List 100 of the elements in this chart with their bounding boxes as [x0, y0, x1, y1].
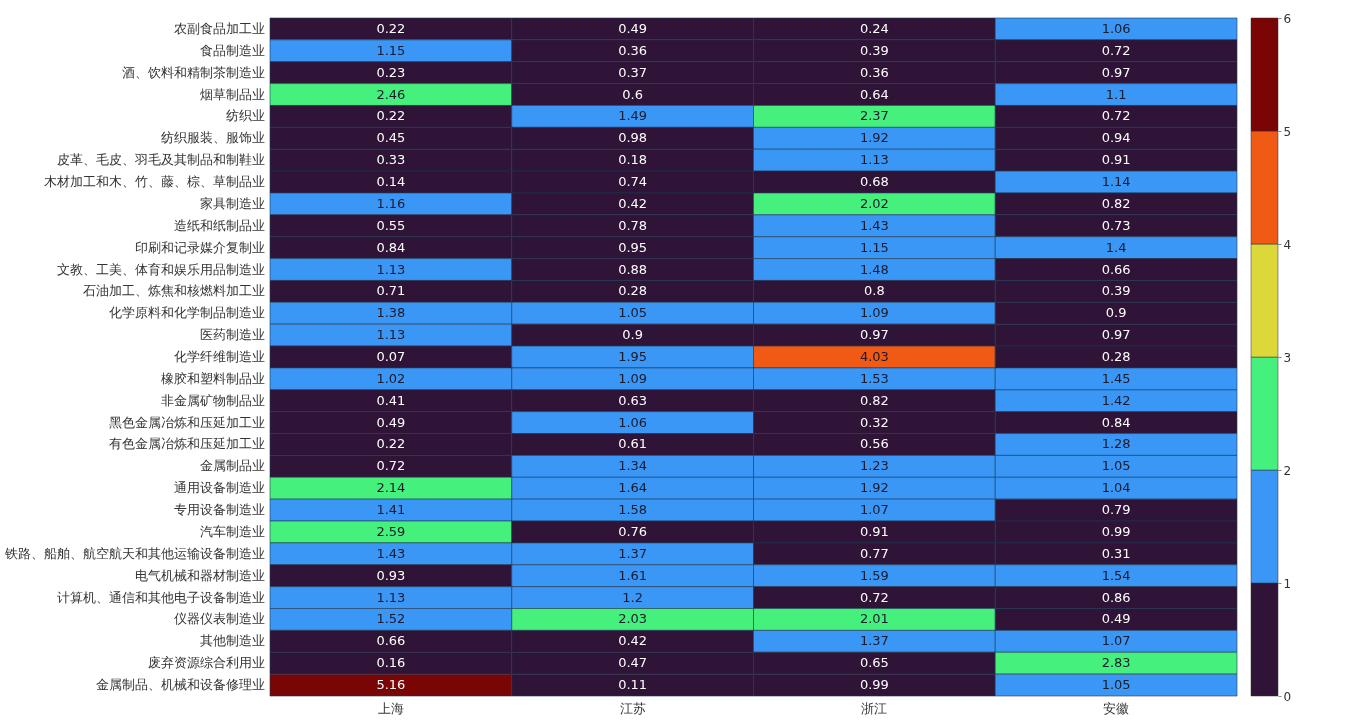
data-label: 0.86	[1101, 589, 1131, 605]
data-label: 0.47	[618, 655, 648, 671]
data-label: 0.49	[376, 414, 406, 430]
y-tick-label: 烟草制品业	[199, 86, 265, 102]
data-label: 0.72	[859, 589, 889, 605]
color-bar-label: 1	[1283, 576, 1292, 591]
x-tick-label: 安徽	[1103, 700, 1130, 716]
data-label: 1.13	[859, 152, 889, 168]
y-tick-label: 通用设备制造业	[173, 480, 265, 496]
data-label: 0.79	[1101, 502, 1131, 518]
data-label: 1.13	[376, 261, 406, 277]
y-tick-label: 其他制造业	[199, 633, 265, 649]
y-tick-label: 皮革、毛皮、羽毛及其制品和制鞋业	[56, 152, 265, 168]
data-label: 1.05	[1101, 677, 1131, 693]
data-label: 1.95	[618, 349, 648, 364]
data-label: 0.18	[618, 152, 648, 168]
y-tick-label: 废弃资源综合利用业	[147, 655, 265, 671]
data-label: 1.38	[376, 305, 406, 321]
data-label: 0.9	[1105, 305, 1127, 321]
color-bar-label: 6	[1283, 11, 1292, 26]
data-label: 1.05	[618, 305, 648, 321]
data-label: 1.42	[1101, 392, 1131, 408]
color-bar-label: 3	[1283, 350, 1292, 365]
data-label: 0.37	[618, 64, 648, 80]
data-label: 0.97	[1101, 327, 1131, 343]
data-label: 1.1	[1105, 86, 1127, 102]
data-label: 0.28	[1101, 349, 1131, 364]
data-label: 1.34	[618, 458, 648, 474]
data-label: 1.13	[376, 327, 406, 343]
data-label: 0.91	[859, 523, 889, 539]
y-tick-label: 电气机械和器材制造业	[134, 567, 265, 583]
data-label: 1.45	[1101, 370, 1131, 386]
data-label: 1.48	[859, 261, 889, 277]
y-tick-label: 汽车制造业	[199, 523, 265, 539]
data-label: 0.72	[376, 458, 406, 474]
data-label: 0.41	[376, 392, 406, 408]
data-label: 0.77	[859, 545, 889, 561]
data-label: 1.61	[618, 567, 648, 583]
color-bar-label: 0	[1283, 689, 1292, 704]
data-label: 0.49	[618, 20, 648, 36]
data-label: 2.46	[376, 86, 406, 102]
y-tick-label: 木材加工和木、竹、藤、棕、草制品业	[43, 174, 265, 190]
data-label: 0.36	[859, 64, 889, 80]
y-tick-label: 食品制造业	[199, 42, 265, 58]
y-tick-label: 农副食品加工业	[173, 20, 265, 36]
data-label: 0.33	[376, 152, 406, 168]
y-tick-label: 印刷和记录媒介复制业	[134, 239, 265, 255]
data-label: 5.16	[376, 677, 406, 693]
y-tick-label: 黑色金属冶炼和压延加工业	[108, 414, 265, 430]
data-label: 1.54	[1101, 567, 1131, 583]
data-label: 0.31	[1101, 545, 1131, 561]
y-tick-label: 家具制造业	[199, 195, 265, 211]
y-tick-label: 铁路、船舶、航空航天和其他运输设备制造业	[3, 545, 265, 561]
data-label: 1.2	[622, 589, 643, 605]
data-label: 1.06	[618, 414, 648, 430]
data-label: 0.66	[1101, 261, 1131, 277]
data-label: 0.6	[622, 86, 643, 102]
data-label: 0.65	[859, 655, 889, 671]
y-tick-label: 化学原料和化学制品制造业	[108, 305, 265, 321]
data-label: 1.53	[859, 370, 889, 386]
data-label: 0.84	[376, 239, 406, 255]
data-label: 0.97	[1101, 64, 1131, 80]
data-label: 0.36	[618, 42, 648, 58]
y-tick-label: 造纸和纸制品业	[173, 217, 265, 233]
color-bar-label: 4	[1283, 237, 1292, 252]
data-label: 1.64	[618, 480, 648, 496]
data-label: 0.97	[859, 327, 889, 343]
data-label: 1.41	[376, 502, 406, 518]
x-tick-label: 浙江	[861, 700, 888, 716]
y-tick-label: 非金属矿物制品业	[160, 392, 265, 408]
data-label: 0.63	[618, 392, 648, 408]
y-tick-label: 文教、工美、体育和娱乐用品制造业	[56, 261, 265, 277]
data-label: 0.42	[618, 195, 648, 211]
data-label: 1.07	[859, 502, 889, 518]
y-tick-label: 纺织业	[225, 108, 265, 124]
y-tick-label: 石油加工、炼焦和核燃料加工业	[82, 283, 265, 299]
data-label: 1.13	[376, 589, 406, 605]
data-label: 2.01	[859, 611, 889, 627]
data-label: 0.07	[376, 349, 406, 364]
data-label: 0.94	[1101, 130, 1131, 146]
data-label: 0.99	[859, 677, 889, 693]
data-label: 0.84	[1101, 414, 1131, 430]
data-label: 1.4	[1105, 239, 1127, 255]
data-label: 2.03	[618, 611, 648, 627]
data-label: 1.09	[859, 305, 889, 321]
data-label: 1.16	[376, 195, 406, 211]
data-label: 0.39	[859, 42, 889, 58]
x-tick-label: 江苏	[619, 700, 646, 716]
data-label: 0.78	[618, 217, 648, 233]
y-tick-label: 有色金属冶炼和压延加工业	[108, 436, 265, 452]
data-label: 0.42	[618, 633, 648, 649]
data-label: 1.04	[1101, 480, 1131, 496]
data-label: 2.37	[859, 108, 889, 124]
data-label: 0.9	[622, 327, 643, 343]
data-label: 0.88	[618, 261, 648, 277]
data-label: 1.23	[859, 458, 889, 474]
data-label: 0.32	[859, 414, 889, 430]
data-label: 2.59	[376, 523, 406, 539]
data-label: 0.72	[1101, 42, 1131, 58]
data-label: 1.14	[1101, 174, 1131, 190]
